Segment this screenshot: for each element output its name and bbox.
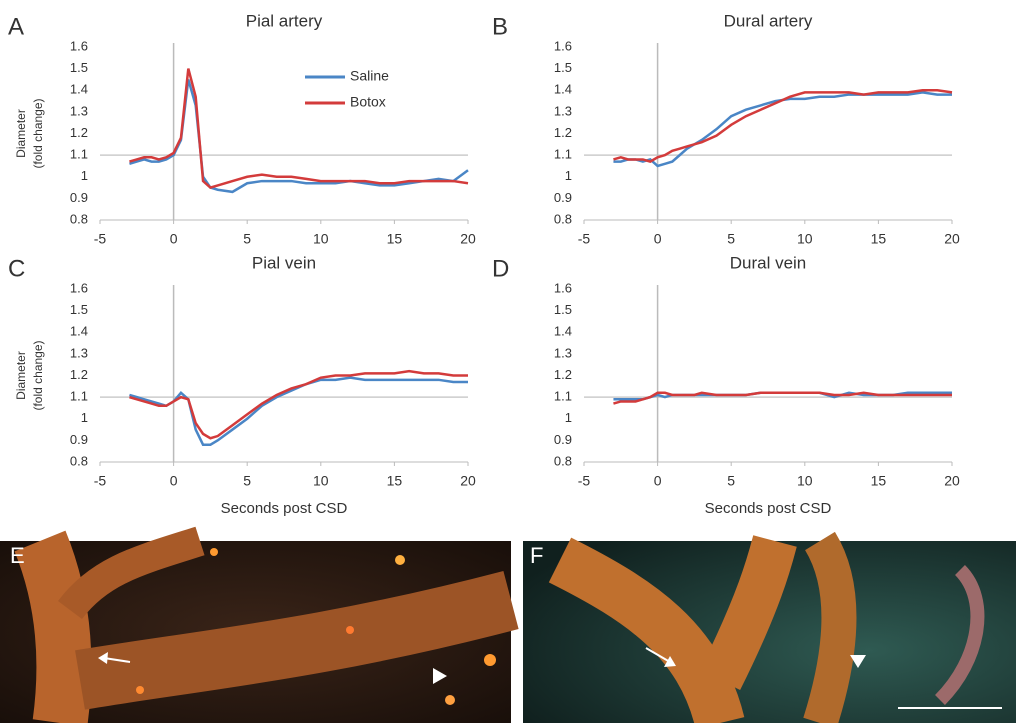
y-tick-label: 1.5 [554,302,572,317]
y-tick-label: 1 [565,410,572,425]
x-tick-label: 15 [387,473,403,489]
y-tick-label: 1.4 [70,324,88,339]
panel-label: C [8,255,25,282]
y-tick-label: 1.1 [70,147,88,162]
x-tick-label: 20 [944,231,960,247]
y-tick-label: 1.4 [554,324,572,339]
panel-label: F [530,543,543,568]
series-line [129,378,468,445]
x-tick-label: -5 [578,473,591,489]
x-tick-label: 15 [871,473,887,489]
x-tick-label: 0 [654,473,662,489]
y-tick-label: 1 [565,168,572,183]
y-tick-label: 0.8 [554,453,572,468]
y-tick-label: 1.5 [70,60,88,75]
y-tick-label: 1.2 [70,367,88,382]
y-tick-label: 1 [81,168,88,183]
chart-panel: C Pial vein 0.8 0.9 1 1.1 1.2 1.3 1.4 1.5 1.6 -5 0 5 1… [8,253,476,516]
y-tick-label: 0.9 [554,190,572,205]
chart-panel: A Pial artery 0.8 0.9 1 1.1 1.2 1.3 1.4 1.5 1.6 -5 0… [8,11,476,246]
y-tick-label: 1.3 [554,345,572,360]
y-tick-label: 1.6 [554,280,572,295]
series-line [129,371,468,438]
chart-panel: D Dural vein 0.8 0.9 1 1.1 1.2 1.3 1.4 1.5 1.6 -5 0 5… [492,253,960,516]
x-tick-label: 15 [871,231,887,247]
y-tick-label: 1.1 [554,389,572,404]
x-tick-label: 10 [797,473,813,489]
x-tick-label: 10 [313,473,329,489]
chart-title: Pial vein [252,253,316,272]
y-tick-label: 0.8 [554,211,572,226]
y-tick-label: 1.2 [70,125,88,140]
series-line [613,90,952,161]
chart-title: Dural vein [730,253,807,272]
x-tick-label: -5 [578,231,591,247]
y-tick-label: 1.3 [554,103,572,118]
y-tick-label: 1.6 [70,280,88,295]
image-f: F [523,541,1016,723]
y-tick-label: 1.2 [554,367,572,382]
y-tick-label: 1.2 [554,125,572,140]
y-tick-label: 1.1 [554,147,572,162]
y-tick-label: 1.5 [70,302,88,317]
y-tick-label: 1.5 [554,60,572,75]
x-tick-label: 5 [727,473,735,489]
x-tick-label: 20 [944,473,960,489]
x-tick-label: -5 [94,231,107,247]
y-axis-label: (fold change) [31,340,45,410]
y-tick-label: 1.3 [70,103,88,118]
y-tick-label: 1.6 [70,38,88,53]
y-axis-label: (fold change) [31,98,45,168]
x-tick-label: 10 [797,231,813,247]
chart-title: Dural artery [724,11,813,30]
series-line [129,69,468,188]
y-tick-label: 1.6 [554,38,572,53]
x-tick-label: 15 [387,231,403,247]
y-tick-label: 1.3 [70,345,88,360]
y-tick-label: 0.9 [70,432,88,447]
x-axis-label: Seconds post CSD [221,500,348,517]
x-tick-label: -5 [94,473,107,489]
panel-label: E [10,543,25,568]
x-tick-label: 5 [727,231,735,247]
x-tick-label: 0 [170,231,178,247]
y-axis-label: Diameter [14,351,28,400]
x-tick-label: 10 [313,231,329,247]
x-tick-label: 20 [460,231,476,247]
x-tick-label: 0 [654,231,662,247]
y-tick-label: 0.9 [70,190,88,205]
y-tick-label: 1 [81,410,88,425]
figure: E F A Pial artery 0.8 0.9 1 1.1 1.2 1.3 1.4 1.5 1.… [0,0,1016,723]
x-tick-label: 0 [170,473,178,489]
panel-label: D [492,255,509,282]
image-e: E [0,541,511,723]
panel-label: A [8,13,24,40]
legend-label: Botox [350,94,386,110]
y-tick-label: 1.1 [70,389,88,404]
panel-label: B [492,13,508,40]
chart-title: Pial artery [246,11,323,30]
x-tick-label: 5 [243,231,251,247]
y-tick-label: 0.8 [70,211,88,226]
legend-label: Saline [350,68,389,84]
x-tick-label: 20 [460,473,476,489]
x-tick-label: 5 [243,473,251,489]
y-axis-label: Diameter [14,109,28,158]
y-tick-label: 0.9 [554,432,572,447]
x-axis-label: Seconds post CSD [705,500,832,517]
y-tick-label: 1.4 [70,82,88,97]
y-tick-label: 0.8 [70,453,88,468]
chart-panel: B Dural artery 0.8 0.9 1 1.1 1.2 1.3 1.4 1.5 1.6 -5… [492,11,960,246]
y-tick-label: 1.4 [554,82,572,97]
